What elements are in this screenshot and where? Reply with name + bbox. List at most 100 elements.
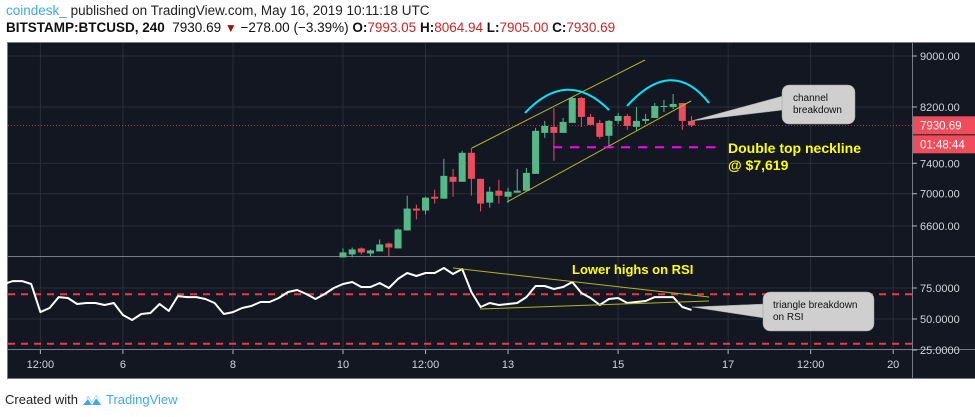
rsi-callout-line1: triangle breakdown [773, 300, 858, 311]
candle-body [458, 152, 466, 182]
time-axis-label: 6 [120, 359, 126, 371]
candle-up [486, 186, 494, 208]
neckline-label-line2: @ $7,619 [728, 157, 789, 173]
rsi-series [3, 267, 692, 321]
footer: Created with TradingView [5, 392, 178, 407]
candle-down [687, 116, 695, 128]
time-axis-label: 10 [337, 359, 349, 371]
candle-up [339, 248, 347, 258]
candle-up [348, 247, 356, 258]
candle-body [623, 115, 631, 126]
countdown-tag-text: 01:48:44 [920, 139, 965, 151]
candle-body [367, 250, 375, 254]
chart[interactable]: Double top neckline @ $7,619 channel bre… [0, 0, 975, 380]
candle-body [357, 248, 365, 253]
channel-lower-line[interactable] [506, 100, 692, 203]
channel-upper-line[interactable] [471, 59, 646, 149]
candle-body [403, 208, 411, 231]
candle-up [651, 103, 659, 118]
candle-body [642, 118, 650, 121]
candle-body [559, 121, 567, 133]
time-axis-label: 15 [612, 359, 624, 371]
rsi-callout[interactable]: triangle breakdown on RSI [691, 291, 875, 332]
candle-down [431, 189, 439, 204]
publish-info: coindesk_ published on TradingView.com, … [6, 3, 430, 18]
price-axis[interactable]: 9000.00 8200.00 7400.00 7000.00 6600.00 [912, 51, 960, 233]
price-change: −278.00 (−3.39%) [240, 20, 349, 35]
candle-body [431, 196, 439, 199]
candle-body [477, 178, 485, 204]
channel-callout[interactable]: channel breakdown [690, 84, 856, 125]
price-axis-label: 6600.00 [920, 221, 960, 233]
candle-body [504, 191, 512, 197]
candle-down [467, 147, 475, 196]
candle-body [532, 130, 540, 174]
tradingview-brand-link[interactable]: TradingView [105, 392, 178, 407]
price-axis-label: 8200.00 [920, 102, 960, 114]
rsi-annotation-title: Lower highs on RSI [572, 262, 693, 277]
candle-body [550, 126, 558, 133]
time-axis[interactable]: 12:00 6 8 10 12:00 13 15 17 12:00 20 [27, 350, 900, 371]
current-price-tag-text: 7930.69 [920, 120, 962, 132]
candle-body [394, 229, 402, 249]
publish-text: published on TradingView.com, May 16, 20… [70, 3, 430, 18]
high-label: H: [419, 20, 435, 35]
candle-body [422, 197, 430, 211]
channel-callout-line1: channel [793, 93, 828, 104]
candle-down [577, 97, 585, 127]
candle-body [660, 105, 668, 108]
candle-down [678, 103, 686, 130]
rsi-axis[interactable]: 75.0000 50.0000 25.0000 [912, 283, 960, 357]
open-label: O: [352, 20, 368, 35]
channel-callout-line2: breakdown [793, 105, 842, 116]
current-price-tag [913, 116, 975, 135]
time-axis-label: 12:00 [797, 359, 825, 371]
double-top-arc-left[interactable] [524, 88, 610, 114]
candle-body [605, 120, 613, 136]
candle-body [486, 191, 494, 203]
low-label: L: [486, 20, 500, 35]
candle-down [623, 113, 631, 130]
candle-body [687, 121, 695, 126]
candle-up [632, 107, 640, 131]
last-price: 7930.69 [172, 20, 222, 35]
candle-up [669, 94, 677, 110]
triangle-down-icon: ▼ [224, 21, 237, 35]
candle-body [651, 105, 659, 118]
close-value: 7930.69 [566, 20, 616, 35]
time-axis-label: 17 [722, 359, 734, 371]
symbol-info: BITSTAMP:BTCUSD, 240 7930.69 ▼ −278.00 (… [6, 20, 615, 35]
high-value: 8064.94 [434, 20, 484, 35]
rsi-lower-trendline[interactable] [479, 300, 710, 310]
candle-body [513, 190, 521, 193]
candle-up [513, 168, 521, 193]
price-axis-label: 7400.00 [920, 158, 960, 170]
candle-up [394, 228, 402, 249]
candle-body [577, 97, 585, 117]
candle-down [596, 119, 604, 139]
double-top-arc-right[interactable] [626, 79, 710, 107]
candle-up [403, 195, 411, 231]
open-value: 7993.05 [367, 20, 417, 35]
candle-body [568, 97, 576, 123]
candle-body [467, 152, 475, 179]
rsi-callout-line2: on RSI [773, 312, 804, 323]
time-axis-label: 13 [502, 359, 514, 371]
candle-down [495, 179, 503, 204]
candle-up [605, 119, 613, 146]
candle-up [532, 127, 540, 174]
rsi-axis-label: 25.0000 [920, 345, 960, 357]
candle-down [385, 242, 393, 257]
author-link[interactable]: coindesk_ [6, 3, 67, 18]
price-tags: 7930.69 01:48:44 [913, 116, 975, 154]
candle-body [339, 252, 347, 258]
rsi-axis-label: 50.0000 [920, 314, 960, 326]
candle-body [632, 120, 640, 127]
candle-up [642, 113, 650, 124]
candle-down [477, 178, 485, 212]
candle-body [614, 115, 622, 121]
rsi-upper-trendline[interactable] [452, 267, 710, 298]
candle-body [412, 208, 420, 211]
candle-body [587, 116, 595, 125]
candle-body [449, 176, 457, 182]
